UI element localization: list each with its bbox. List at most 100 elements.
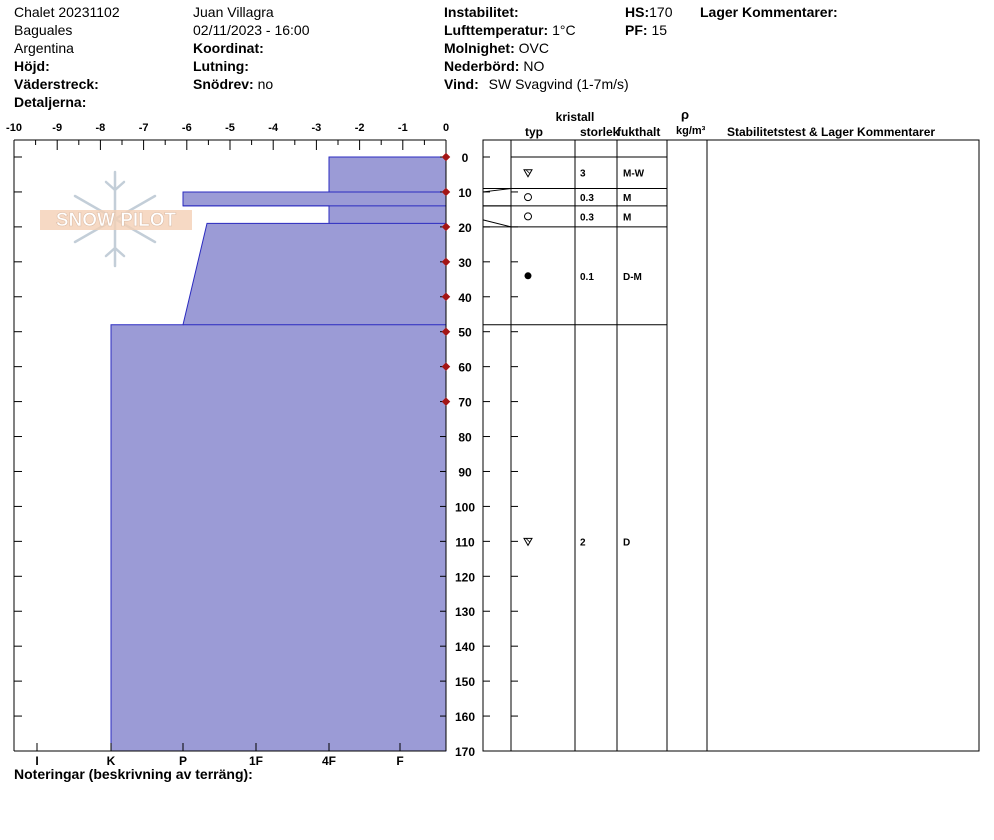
hs-value: 170 xyxy=(649,4,673,20)
temperature-point xyxy=(441,362,451,371)
depth-tick-label: 150 xyxy=(455,675,475,689)
temp-tick-label: -1 xyxy=(398,122,408,134)
air-temp-value: 1°C xyxy=(552,22,576,38)
layer-comments-label: Lager Kommentarer: xyxy=(700,4,838,20)
snow-profile-chart: SNOW PILOT 3 M-W0.3 M0.3 M0.1 D-M2 D -10 -9 -8-… xyxy=(6,107,980,765)
depth-tick-label: 120 xyxy=(455,570,475,584)
elevation-label: Höjd: xyxy=(14,58,50,74)
precip-label: Nederbörd: xyxy=(444,58,520,74)
precip-value: NO xyxy=(523,58,545,74)
size-header: storlek xyxy=(580,125,620,139)
coord-label: Koordinat: xyxy=(193,40,264,56)
hardness-tick-label: F xyxy=(396,754,403,765)
air-temperature: Lufttemperatur: 1°C xyxy=(444,21,576,39)
filled-circle-icon xyxy=(524,272,532,280)
temp-tick-label: -5 xyxy=(225,122,235,134)
wind-loading: Snödrev: no xyxy=(193,75,273,93)
notes-label: Noteringar (beskrivning av terräng): xyxy=(14,766,253,782)
layer-size: 0.1 xyxy=(580,272,594,283)
depth-tick-label: 50 xyxy=(458,326,472,340)
temperature-point xyxy=(441,187,451,197)
wind-loading-label: Snödrev: xyxy=(193,76,254,92)
temp-tick-label: -6 xyxy=(182,122,192,134)
temp-tick-label: -2 xyxy=(355,122,365,134)
layer-size: 0.3 xyxy=(580,212,594,223)
depth-tick-label: 130 xyxy=(455,605,475,619)
pf-value: 15 xyxy=(651,22,668,38)
depth-tick-label: 10 xyxy=(458,186,472,200)
location: Baguales xyxy=(14,22,73,38)
depth-tick-label: 20 xyxy=(458,221,472,235)
temperature-point xyxy=(441,222,451,232)
depth-tick-label: 60 xyxy=(458,361,472,375)
hardness-profile xyxy=(110,156,447,752)
hardness-tick-label: 4F xyxy=(322,754,336,765)
depth-hoar-icon xyxy=(523,169,533,178)
layer-connector xyxy=(482,219,512,228)
layer-moisture: D xyxy=(623,537,630,548)
sky-value: OVC xyxy=(518,40,549,56)
layer-moisture: M-W xyxy=(623,169,645,180)
temp-tick-label: -8 xyxy=(96,122,106,134)
temp-tick-label: -7 xyxy=(139,122,149,134)
depth-tick-label: 100 xyxy=(455,500,475,514)
hardness-tick-label: K xyxy=(107,754,116,765)
sky-label: Molnighet: xyxy=(444,40,515,56)
depth-tick-label: 110 xyxy=(455,535,475,549)
depth-hoar-icon xyxy=(523,537,533,547)
precipitation: Nederbörd: NO xyxy=(444,57,544,75)
depth-hoar-icon-stroke xyxy=(525,169,531,175)
temperature-point xyxy=(441,152,451,162)
type-header: typ xyxy=(525,125,543,139)
country: Argentina xyxy=(14,40,74,56)
depth-tick-label: 40 xyxy=(458,291,472,305)
aspect-label: Väderstreck: xyxy=(14,76,99,92)
watermark-text: SNOW PILOT xyxy=(56,210,177,231)
circle-icon xyxy=(524,212,532,221)
hardness-tick-label: 1F xyxy=(249,754,263,765)
temperature-point xyxy=(441,327,451,336)
layer-moisture: M xyxy=(623,193,631,204)
slope-label: Lutning: xyxy=(193,58,249,74)
temp-tick-label: -10 xyxy=(6,122,22,134)
instability-label: Instabilitet: xyxy=(444,4,519,20)
air-temp-label: Lufttemperatur: xyxy=(444,22,549,38)
wind-value: SW Svagvind (1-7m/s) xyxy=(488,76,629,92)
depth-tick-label: 160 xyxy=(455,710,475,724)
snowpilot-watermark: SNOW PILOT xyxy=(40,170,192,268)
depth-tick-label: 140 xyxy=(455,640,475,654)
wind-label: Vind: xyxy=(444,76,479,92)
layer-size: 3 xyxy=(580,169,586,180)
datetime: 02/11/2023 - 16:00 xyxy=(193,22,310,38)
temp-tick-label: -9 xyxy=(52,122,62,134)
rho-header: ρ xyxy=(681,107,689,122)
depth-tick-label: 170 xyxy=(455,745,475,759)
depth-tick-label: 70 xyxy=(458,396,472,410)
details-label: Detaljerna: xyxy=(14,94,87,110)
temp-tick-label: -3 xyxy=(312,122,322,134)
depth-tick-label: 0 xyxy=(462,151,469,165)
layer-moisture: D-M xyxy=(623,272,642,283)
density-unit-header: kg/m³ xyxy=(676,125,706,137)
snow-height: HS:170 xyxy=(625,3,672,21)
crystal-header: kristall xyxy=(556,110,595,124)
hardness-tick-label: I xyxy=(35,754,38,765)
depth-tick-label: 90 xyxy=(458,465,472,479)
temperature-point xyxy=(441,292,451,302)
depth-tick-label: 80 xyxy=(458,431,472,445)
wind: Vind: SW Svagvind (1-7m/s) xyxy=(444,75,629,93)
layer-size: 0.3 xyxy=(580,193,594,204)
penetration: PF: 15 xyxy=(625,21,667,39)
hs-label: HS: xyxy=(625,4,650,20)
pf-label: PF: xyxy=(625,22,648,38)
depth-hoar-icon-stroke xyxy=(525,538,531,543)
moisture-header: fukthalt xyxy=(617,125,660,139)
sky-cover: Molnighet: OVC xyxy=(444,39,549,57)
temperature-point xyxy=(441,257,451,267)
layer-connector xyxy=(482,187,512,193)
temperature-point xyxy=(441,397,451,406)
temp-tick-label: 0 xyxy=(443,122,449,134)
circle-icon xyxy=(524,193,532,202)
layer-moisture: M xyxy=(623,212,631,223)
depth-tick-label: 30 xyxy=(458,256,472,270)
